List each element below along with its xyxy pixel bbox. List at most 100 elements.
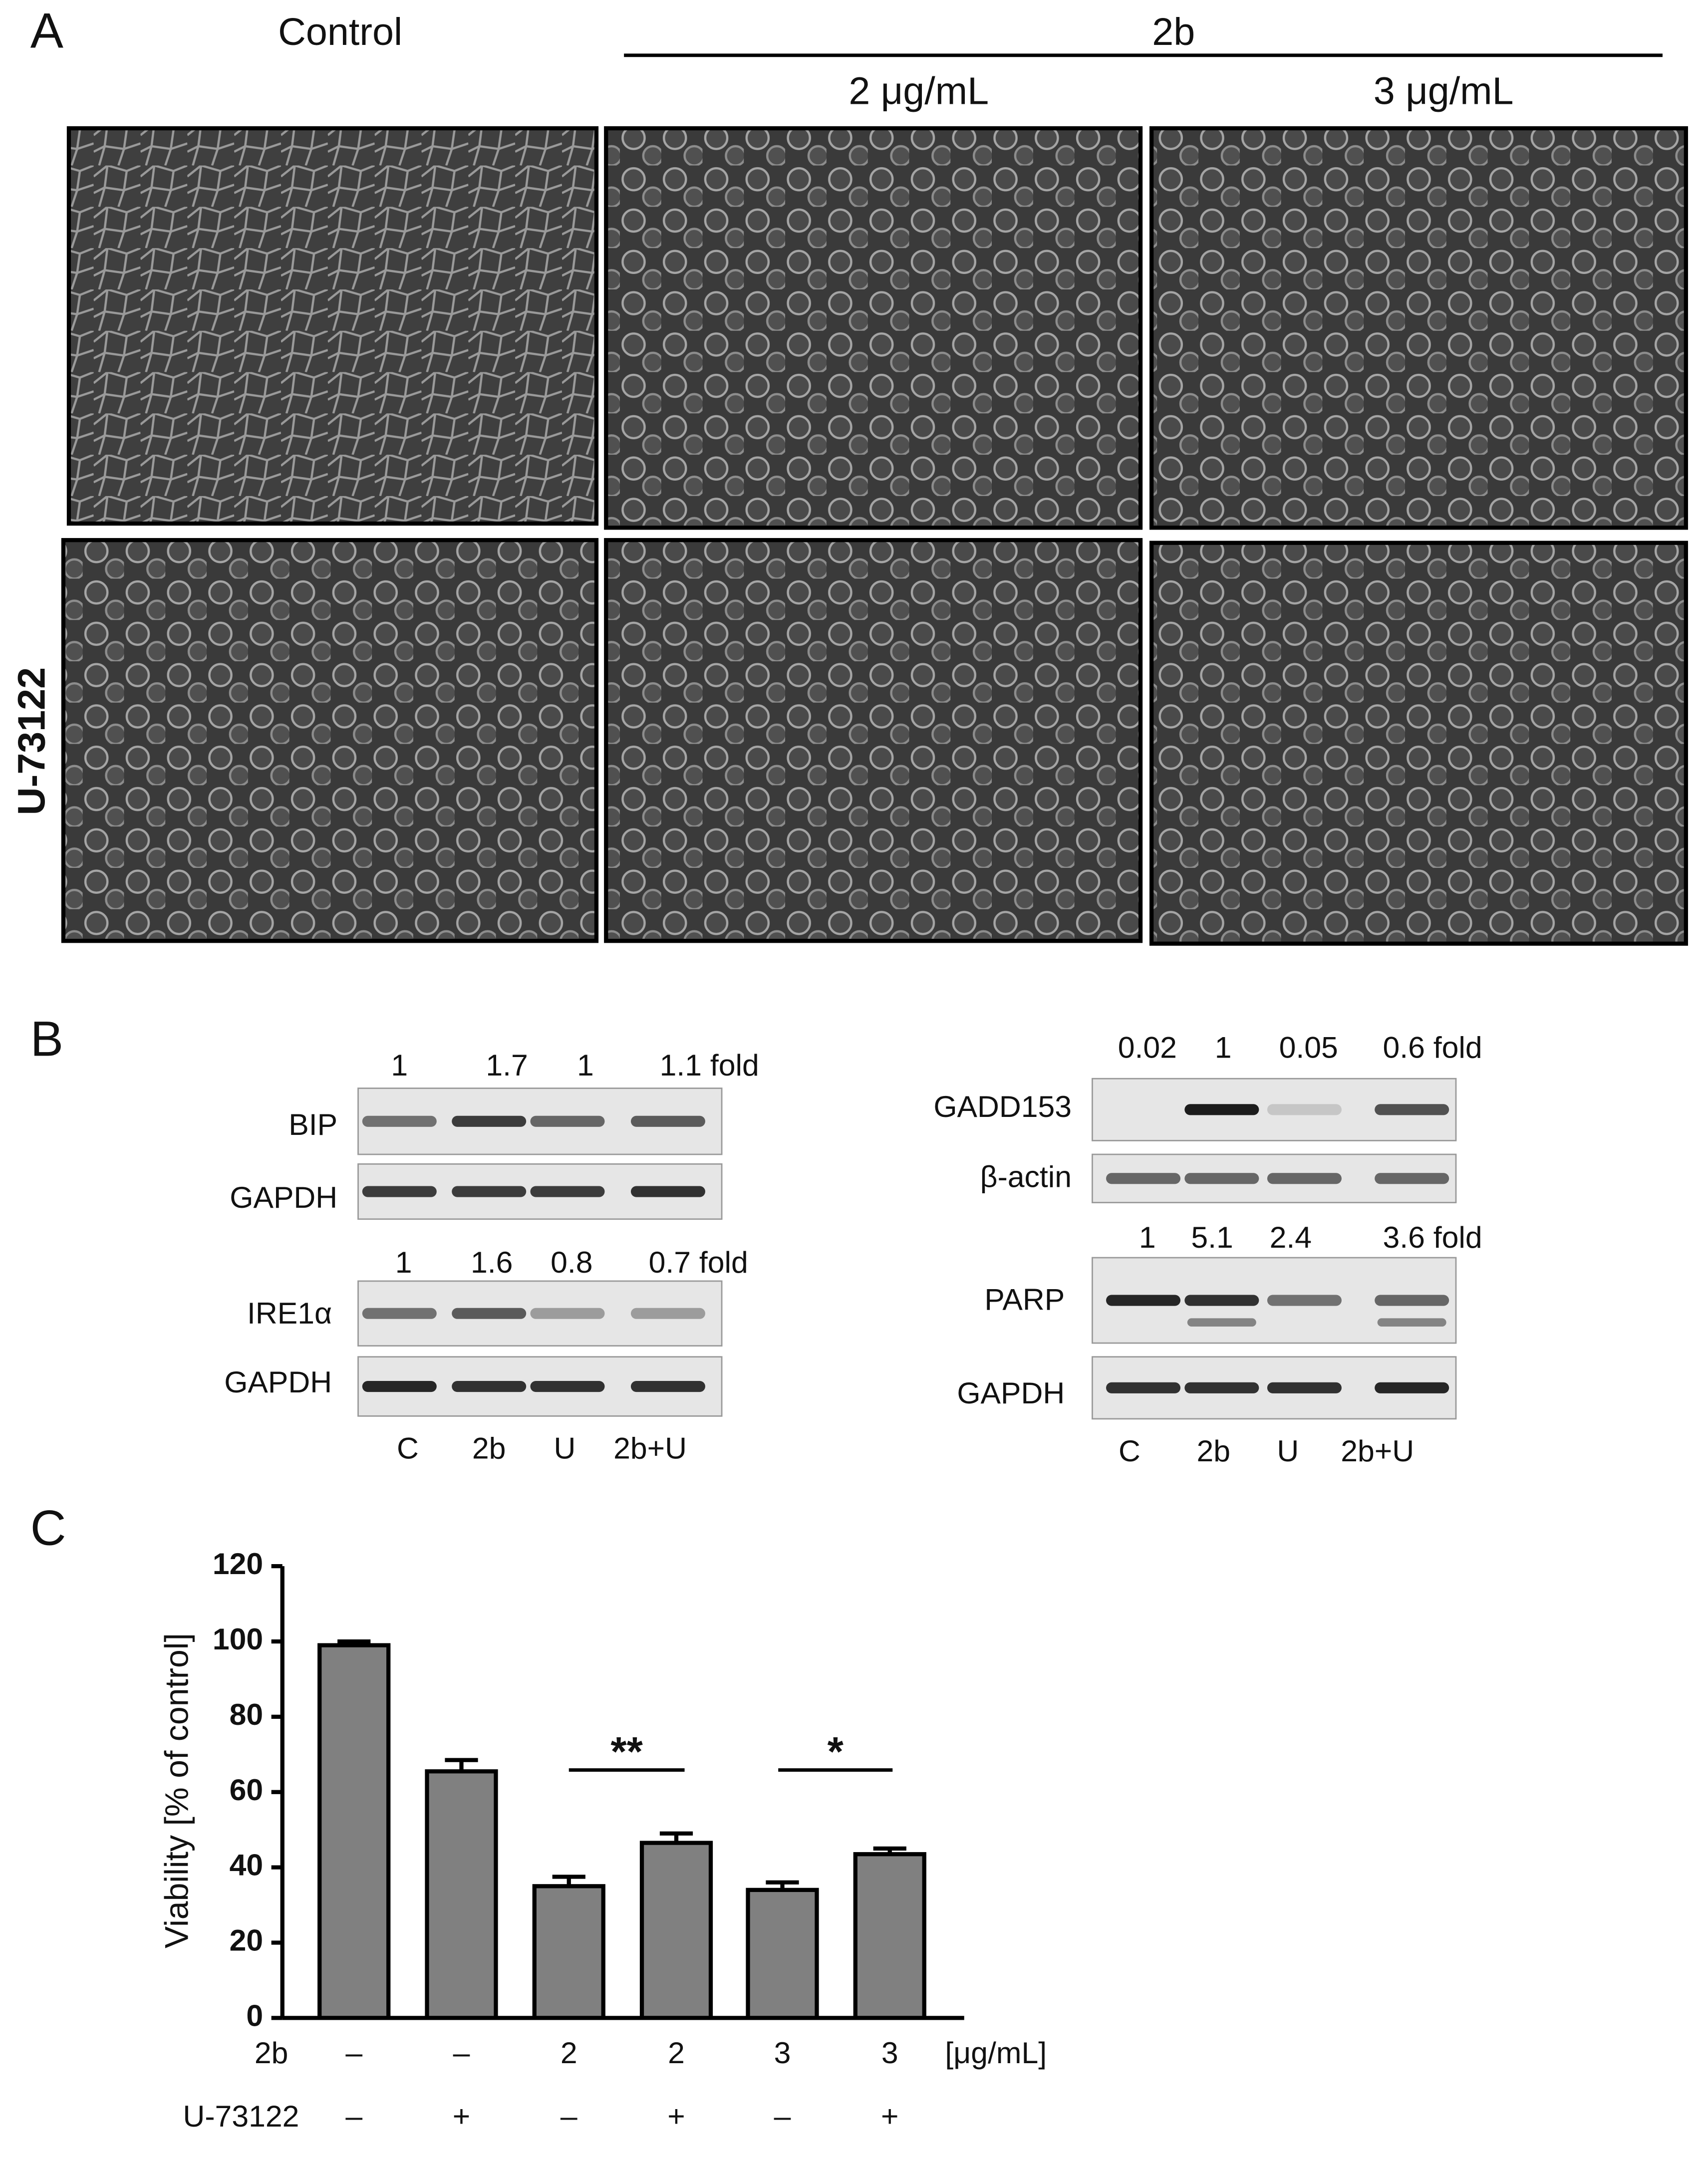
group-label: 2b bbox=[1152, 10, 1195, 53]
row-label: 2b bbox=[255, 2036, 288, 2070]
band bbox=[1267, 1382, 1342, 1393]
band bbox=[1184, 1295, 1259, 1306]
fold-label: 0.05 bbox=[1279, 1030, 1338, 1064]
micrograph bbox=[66, 126, 599, 526]
band bbox=[530, 1115, 605, 1127]
y-tick-label: 0 bbox=[246, 1998, 263, 2032]
y-tick-label: 20 bbox=[230, 1923, 264, 1957]
protein-label: β-actin bbox=[980, 1160, 1072, 1194]
x-tick-label: + bbox=[453, 2099, 470, 2133]
x-tick-label: – bbox=[345, 2099, 362, 2133]
fold-label: 3.6 fold bbox=[1383, 1220, 1482, 1254]
lane-label: 2b bbox=[1197, 1434, 1231, 1468]
column-label: Control bbox=[278, 10, 402, 53]
protein-label: GAPDH bbox=[224, 1365, 332, 1399]
unit-label: [μg/mL] bbox=[945, 2036, 1047, 2070]
lane-label: 2b+U bbox=[613, 1431, 687, 1465]
x-tick-label: – bbox=[774, 2099, 791, 2133]
micrograph bbox=[61, 538, 599, 943]
band bbox=[1184, 1382, 1259, 1393]
band bbox=[1106, 1382, 1181, 1393]
bar bbox=[317, 1643, 391, 2020]
y-tick-label: 100 bbox=[213, 1622, 263, 1656]
protein-label: GAPDH bbox=[230, 1180, 337, 1214]
panel-a: A Control 2b 2 μg/mL 3 μg/mL U-73122 bbox=[10, 3, 1688, 946]
x-tick-label: + bbox=[881, 2099, 898, 2133]
x-tick-label: + bbox=[667, 2099, 685, 2133]
band bbox=[1184, 1104, 1259, 1115]
y-tick-label: 120 bbox=[213, 1547, 263, 1581]
micrograph bbox=[604, 126, 1143, 530]
fold-label: 1.7 bbox=[486, 1048, 528, 1082]
protein-label: GADD153 bbox=[933, 1089, 1072, 1123]
band bbox=[1377, 1318, 1446, 1327]
fold-label: 1.1 fold bbox=[660, 1048, 759, 1082]
lane-label: U bbox=[1277, 1434, 1299, 1468]
panel-label: A bbox=[30, 3, 64, 59]
x-tick-label: 2 bbox=[668, 2036, 685, 2070]
band bbox=[1267, 1295, 1342, 1306]
lane-label: C bbox=[1119, 1434, 1140, 1468]
lane-label: 2b bbox=[472, 1431, 506, 1465]
band bbox=[452, 1380, 527, 1392]
band bbox=[630, 1308, 705, 1319]
panel-label: C bbox=[30, 1500, 66, 1556]
significance: ** bbox=[610, 1728, 643, 1775]
micrograph bbox=[604, 538, 1143, 943]
band bbox=[530, 1186, 605, 1197]
bar bbox=[746, 1888, 819, 2020]
x-tick-label: 2 bbox=[561, 2036, 577, 2070]
bar bbox=[425, 1769, 498, 2020]
y-tick-label: 40 bbox=[230, 1848, 264, 1882]
band bbox=[362, 1380, 437, 1392]
x-tick-label: – bbox=[561, 2099, 577, 2133]
bar bbox=[532, 1884, 605, 2020]
fold-label: 1 bbox=[395, 1245, 412, 1279]
row-label: U-73122 bbox=[10, 667, 53, 815]
band bbox=[530, 1380, 605, 1392]
fold-label: 1 bbox=[1215, 1030, 1232, 1064]
band bbox=[1267, 1173, 1342, 1184]
micrograph bbox=[1149, 540, 1688, 946]
fold-label: 2.4 bbox=[1270, 1220, 1312, 1254]
significance: * bbox=[828, 1728, 844, 1775]
column-label: 3 μg/mL bbox=[1374, 69, 1514, 112]
row-label: U-73122 bbox=[183, 2099, 299, 2133]
fold-label: 5.1 bbox=[1191, 1220, 1233, 1254]
fold-label: 0.6 fold bbox=[1383, 1030, 1482, 1064]
lane-label: C bbox=[397, 1431, 419, 1465]
band bbox=[452, 1308, 527, 1319]
protein-label: BIP bbox=[288, 1107, 337, 1141]
protein-label: PARP bbox=[984, 1282, 1065, 1316]
band bbox=[362, 1308, 437, 1319]
band bbox=[630, 1115, 705, 1127]
band bbox=[530, 1308, 605, 1319]
fold-label: 1 bbox=[1139, 1220, 1156, 1254]
bar bbox=[853, 1852, 926, 2020]
lane-label: U bbox=[554, 1431, 576, 1465]
column-label: 2 μg/mL bbox=[849, 69, 989, 112]
bar bbox=[639, 1841, 713, 2020]
protein-label: GAPDH bbox=[957, 1376, 1065, 1410]
fold-label: 1 bbox=[391, 1048, 408, 1082]
band bbox=[1375, 1104, 1449, 1115]
band bbox=[452, 1115, 527, 1127]
y-axis-label: Viability [% of control] bbox=[158, 1633, 195, 1948]
band bbox=[1187, 1318, 1256, 1327]
fold-label: 0.8 bbox=[551, 1245, 592, 1279]
fold-label: 1.6 bbox=[471, 1245, 513, 1279]
micrograph bbox=[1149, 126, 1688, 530]
band bbox=[1106, 1173, 1181, 1184]
y-tick-label: 60 bbox=[230, 1773, 264, 1807]
band bbox=[1184, 1173, 1259, 1184]
band bbox=[452, 1186, 527, 1197]
band bbox=[1106, 1295, 1181, 1306]
band bbox=[630, 1186, 705, 1197]
band bbox=[1375, 1382, 1449, 1393]
fold-label: 0.02 bbox=[1118, 1030, 1177, 1064]
protein-label: IRE1α bbox=[247, 1296, 332, 1330]
x-tick-label: – bbox=[453, 2036, 470, 2070]
fold-label: 1 bbox=[577, 1048, 594, 1082]
y-tick-label: 80 bbox=[230, 1697, 264, 1731]
